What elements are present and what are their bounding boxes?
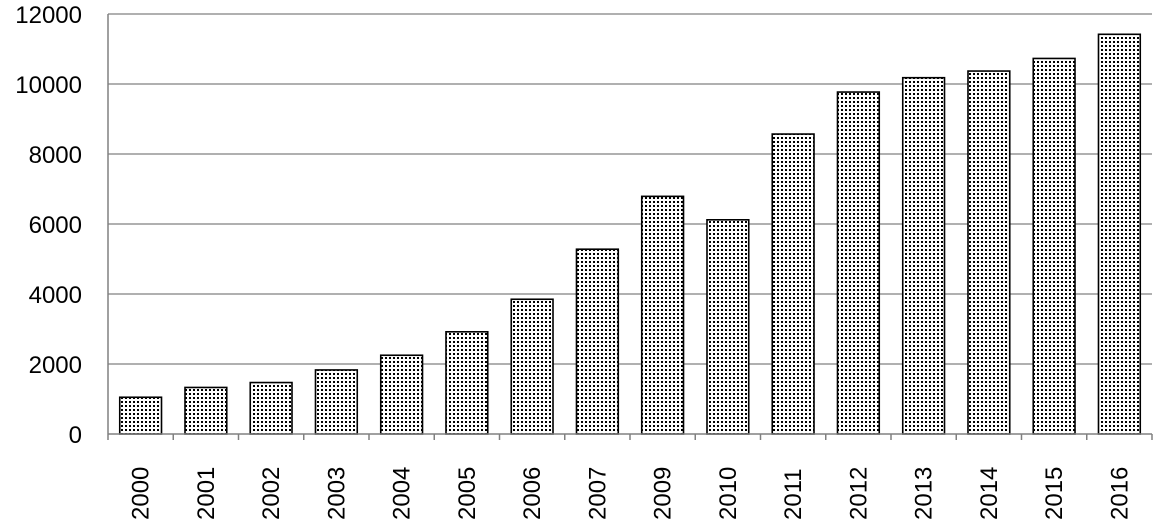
x-tick-label: 2015 [1041,467,1068,520]
y-tick-label: 6000 [29,212,82,239]
x-tick-label: 2011 [780,468,807,520]
y-tick-label: 12000 [15,2,82,29]
y-tick-label: 2000 [29,352,82,379]
bar-2004 [379,354,424,435]
bar-2000 [118,396,163,435]
axes [107,14,1153,440]
x-tick-label: 2009 [650,467,677,520]
x-tick-label: 2006 [519,467,546,520]
bar-2010 [706,219,750,435]
y-tick-label: 8000 [29,142,82,169]
x-tick-label: 2005 [454,467,481,520]
x-tick-label: 2002 [258,467,285,520]
x-tick-label: 2007 [584,467,611,520]
bar-2003 [314,369,359,435]
bar-2009 [640,195,685,435]
x-tick-label: 2010 [715,467,742,520]
bar-2001 [184,386,228,435]
x-tick-label: 2003 [323,467,350,520]
x-tick-label: 2016 [1106,467,1133,520]
x-tick-label: 2012 [845,467,872,520]
bar-2014 [967,70,1011,435]
x-tick-label: 2013 [911,467,938,520]
bar-2016 [1097,33,1142,435]
x-tick-label: 2004 [389,467,416,520]
x-tick-label: 2014 [976,467,1003,520]
y-tick-label: 10000 [15,72,82,99]
y-tick-label: 4000 [29,282,82,309]
x-tick-labels: 2000 2001 2002 2003 2004 2005 2006 2007 2009 2010… [128,467,1134,520]
bar-2012 [836,91,881,435]
bar-2013 [901,76,946,435]
x-tick-label: 2000 [128,467,155,520]
bar-2002 [249,381,293,435]
bar-2015 [1032,57,1076,435]
bar-2007 [575,248,620,435]
x-tick-label: 2001 [193,467,220,520]
bar-2005 [445,330,489,435]
bar-2011 [771,133,815,435]
bar-2006 [510,298,554,435]
y-tick-label: 0 [69,422,82,449]
y-tick-labels: 0 2000 4000 6000 8000 10000 12000 [15,2,82,449]
bars [118,33,1142,435]
